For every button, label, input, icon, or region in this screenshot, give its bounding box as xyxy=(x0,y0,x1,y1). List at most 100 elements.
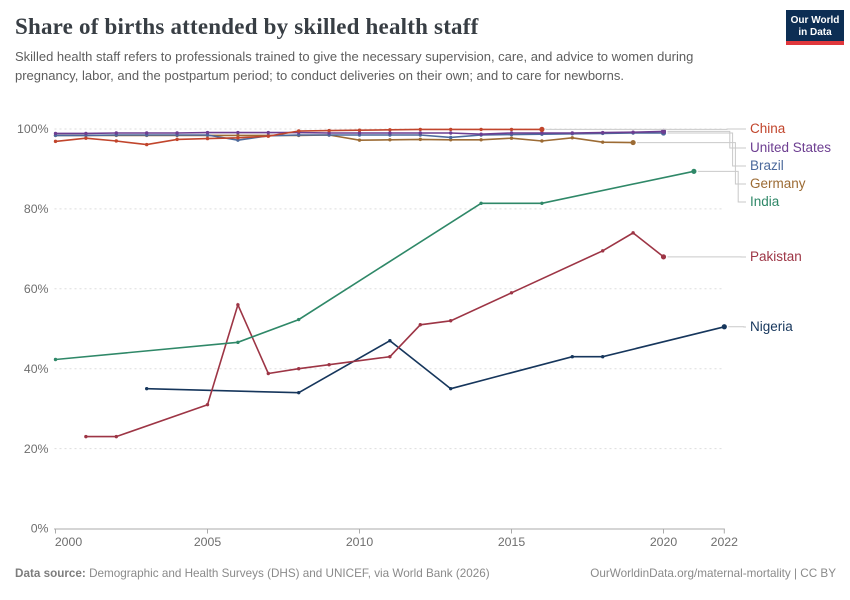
data-point-germany-2010[interactable] xyxy=(357,138,362,142)
data-point-nigeria-2018[interactable] xyxy=(601,355,605,359)
data-point-nigeria-2013[interactable] xyxy=(449,386,453,391)
data-point-pakistan-2009[interactable] xyxy=(327,363,331,367)
data-point-china-2013[interactable] xyxy=(449,127,453,132)
data-point-china-2001[interactable] xyxy=(84,136,88,140)
data-point-india-2016[interactable] xyxy=(540,201,544,206)
data-point-india-2021[interactable] xyxy=(691,168,697,174)
series-united-states[interactable] xyxy=(53,128,667,136)
data-point-united-states-2000[interactable] xyxy=(53,131,58,136)
data-point-india-2008[interactable] xyxy=(297,317,301,322)
data-point-china-2016[interactable] xyxy=(539,126,545,132)
data-point-pakistan-2018[interactable] xyxy=(601,249,605,253)
data-point-germany-2013[interactable] xyxy=(449,138,453,142)
data-point-nigeria-2022[interactable] xyxy=(721,324,727,330)
data-point-united-states-2018[interactable] xyxy=(601,130,605,135)
legend-label-brazil[interactable]: Brazil xyxy=(750,158,784,173)
x-tick-label-2000: 2000 xyxy=(55,535,83,549)
owid-logo-line1: Our World xyxy=(790,15,840,26)
data-point-united-states-2019[interactable] xyxy=(631,130,635,134)
data-point-china-2006[interactable] xyxy=(236,136,240,140)
data-point-nigeria-2011[interactable] xyxy=(388,339,392,343)
data-point-china-2004[interactable] xyxy=(175,137,179,142)
data-point-germany-2017[interactable] xyxy=(570,136,574,140)
data-point-united-states-2017[interactable] xyxy=(570,131,574,135)
legend-label-pakistan[interactable]: Pakistan xyxy=(750,249,802,264)
data-point-pakistan-2005[interactable] xyxy=(205,402,210,407)
series-india[interactable] xyxy=(53,168,697,362)
data-point-brazil-2013[interactable] xyxy=(449,135,453,140)
data-point-china-2014[interactable] xyxy=(479,127,483,132)
data-point-germany-2015[interactable] xyxy=(509,136,514,140)
data-point-germany-2018[interactable] xyxy=(601,140,605,144)
data-point-pakistan-2020[interactable] xyxy=(660,254,667,260)
data-point-united-states-2009[interactable] xyxy=(327,131,331,135)
data-point-united-states-2006[interactable] xyxy=(236,130,240,135)
data-point-china-2000[interactable] xyxy=(53,139,58,144)
data-point-brazil-2006[interactable] xyxy=(236,138,240,142)
data-point-india-2000[interactable] xyxy=(53,357,58,362)
data-point-pakistan-2007[interactable] xyxy=(266,371,270,376)
data-point-united-states-2013[interactable] xyxy=(449,131,453,135)
data-point-brazil-2008[interactable] xyxy=(297,133,301,137)
data-point-china-2012[interactable] xyxy=(418,127,422,132)
data-point-nigeria-2003[interactable] xyxy=(145,386,149,391)
data-point-united-states-2015[interactable] xyxy=(509,131,514,135)
y-tick-label-60: 60% xyxy=(24,282,49,296)
data-point-nigeria-2017[interactable] xyxy=(570,355,574,359)
data-point-india-2014[interactable] xyxy=(479,201,483,206)
series-line-india[interactable] xyxy=(55,170,695,361)
data-point-nigeria-2008[interactable] xyxy=(297,390,301,395)
data-point-china-2009[interactable] xyxy=(327,128,331,133)
data-point-pakistan-2008[interactable] xyxy=(297,367,301,371)
data-point-united-states-2010[interactable] xyxy=(357,131,362,135)
data-point-pakistan-2015[interactable] xyxy=(509,291,514,295)
data-point-china-2003[interactable] xyxy=(145,142,149,147)
series-china[interactable] xyxy=(53,126,545,147)
data-point-china-2005[interactable] xyxy=(205,136,210,141)
data-point-pakistan-2013[interactable] xyxy=(449,319,453,323)
data-point-pakistan-2006[interactable] xyxy=(236,303,240,307)
owid-logo[interactable]: Our World in Data xyxy=(786,10,844,45)
data-point-united-states-2002[interactable] xyxy=(114,131,119,135)
data-point-pakistan-2019[interactable] xyxy=(631,231,635,235)
data-point-germany-2012[interactable] xyxy=(418,137,422,142)
data-point-united-states-2011[interactable] xyxy=(388,131,392,135)
data-point-united-states-2012[interactable] xyxy=(418,131,422,135)
data-point-pakistan-2012[interactable] xyxy=(418,323,422,327)
legend-label-china[interactable]: China xyxy=(750,121,786,136)
data-point-germany-2014[interactable] xyxy=(479,138,483,142)
data-point-united-states-2001[interactable] xyxy=(84,131,88,136)
data-point-china-2008[interactable] xyxy=(297,129,301,133)
legend-label-germany[interactable]: Germany xyxy=(750,176,806,191)
data-point-china-2002[interactable] xyxy=(114,139,119,143)
series-nigeria[interactable] xyxy=(145,324,727,395)
data-point-united-states-2007[interactable] xyxy=(266,130,270,135)
data-point-pakistan-2011[interactable] xyxy=(388,355,392,359)
data-point-china-2015[interactable] xyxy=(509,127,514,132)
legend-label-united-states[interactable]: United States xyxy=(750,140,832,155)
data-point-germany-2006[interactable] xyxy=(236,133,240,138)
data-point-pakistan-2002[interactable] xyxy=(114,434,119,439)
data-point-germany-2011[interactable] xyxy=(388,138,392,142)
series-line-nigeria[interactable] xyxy=(146,326,725,394)
data-point-china-2010[interactable] xyxy=(357,128,362,132)
data-point-pakistan-2001[interactable] xyxy=(84,434,88,439)
data-point-united-states-2014[interactable] xyxy=(479,132,483,136)
legend-label-nigeria[interactable]: Nigeria xyxy=(750,319,793,334)
data-point-united-states-2020[interactable] xyxy=(660,128,667,134)
series-line-pakistan[interactable] xyxy=(85,231,664,438)
data-point-united-states-2016[interactable] xyxy=(540,131,544,135)
data-point-germany-2019[interactable] xyxy=(630,139,636,146)
data-point-brazil-2005[interactable] xyxy=(205,133,210,137)
data-point-china-2011[interactable] xyxy=(388,128,392,132)
data-point-united-states-2004[interactable] xyxy=(175,131,179,135)
data-point-germany-2016[interactable] xyxy=(540,139,544,143)
data-point-united-states-2005[interactable] xyxy=(205,130,210,135)
data-source-label: Data source: xyxy=(15,567,86,580)
data-point-india-2006[interactable] xyxy=(236,340,240,345)
legend-label-india[interactable]: India xyxy=(750,194,780,209)
series-line-germany[interactable] xyxy=(55,134,634,144)
data-point-china-2007[interactable] xyxy=(266,134,270,138)
series-pakistan[interactable] xyxy=(84,231,667,439)
data-point-united-states-2003[interactable] xyxy=(145,131,149,135)
